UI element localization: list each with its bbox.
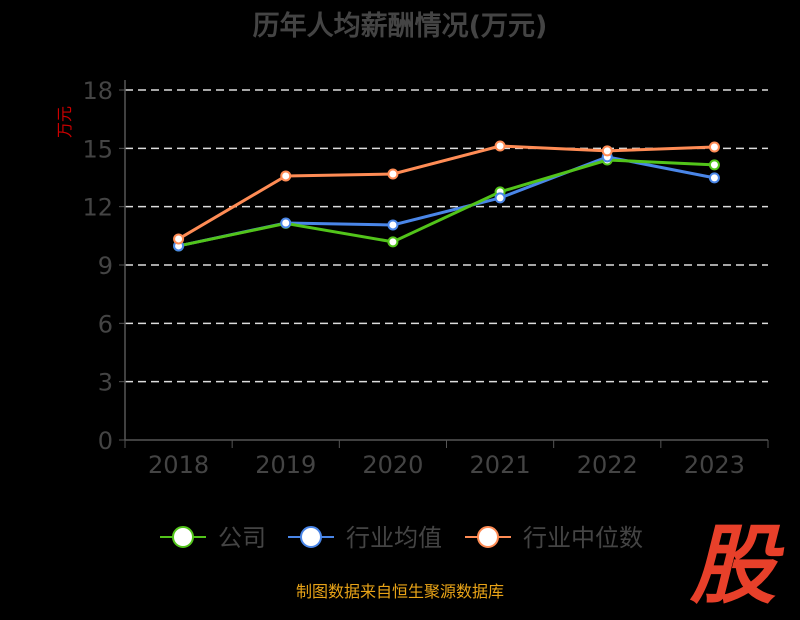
y-tick-label: 3	[98, 369, 113, 397]
legend-marker	[172, 526, 194, 548]
y-axis-label: 万元	[55, 106, 74, 138]
chart-title: 历年人均薪酬情况(万元)	[252, 11, 548, 42]
x-tick-label: 2021	[470, 451, 531, 479]
data-point	[708, 159, 720, 171]
y-tick-label: 0	[98, 427, 113, 455]
logo: 股	[690, 516, 776, 616]
series-line	[177, 144, 715, 241]
data-point	[387, 168, 399, 180]
y-tick-label: 18	[82, 77, 113, 105]
y-tick-label: 9	[98, 252, 113, 280]
plot-area: 0 3 6 9 12 15 18 万元 2018 2019 2020 2021 2022 2023 公司 行业…	[55, 77, 769, 552]
data-point	[280, 170, 292, 182]
data-point	[708, 141, 720, 153]
data-point	[708, 172, 720, 184]
data-point	[387, 236, 399, 248]
data-point	[494, 140, 506, 152]
legend-label: 行业均值	[346, 524, 442, 552]
data-point	[280, 217, 292, 229]
data-point	[601, 145, 613, 157]
data-point	[494, 192, 506, 204]
x-tick-label: 2019	[255, 451, 316, 479]
series-line	[178, 158, 715, 248]
data-point	[387, 219, 399, 231]
chart: 历年人均薪酬情况(万元) 0 3 6 9 12 15 18 万元 2018 2019 2020 202…	[55, 11, 776, 616]
legend-label: 行业中位数	[523, 524, 643, 552]
x-tick-label: 2023	[684, 451, 745, 479]
legend-marker	[477, 526, 499, 548]
x-tick-label: 2022	[577, 451, 638, 479]
source-note: 制图数据来自恒生聚源数据库	[295, 582, 504, 601]
x-tick-label: 2020	[362, 451, 423, 479]
x-tick-label: 2018	[148, 451, 209, 479]
legend-label: 公司	[218, 524, 266, 552]
series-line	[178, 155, 715, 248]
y-tick-label: 12	[82, 194, 113, 222]
data-point	[173, 233, 185, 245]
legend-marker	[300, 526, 322, 548]
y-tick-label: 15	[82, 135, 113, 163]
y-tick-label: 6	[98, 310, 113, 338]
